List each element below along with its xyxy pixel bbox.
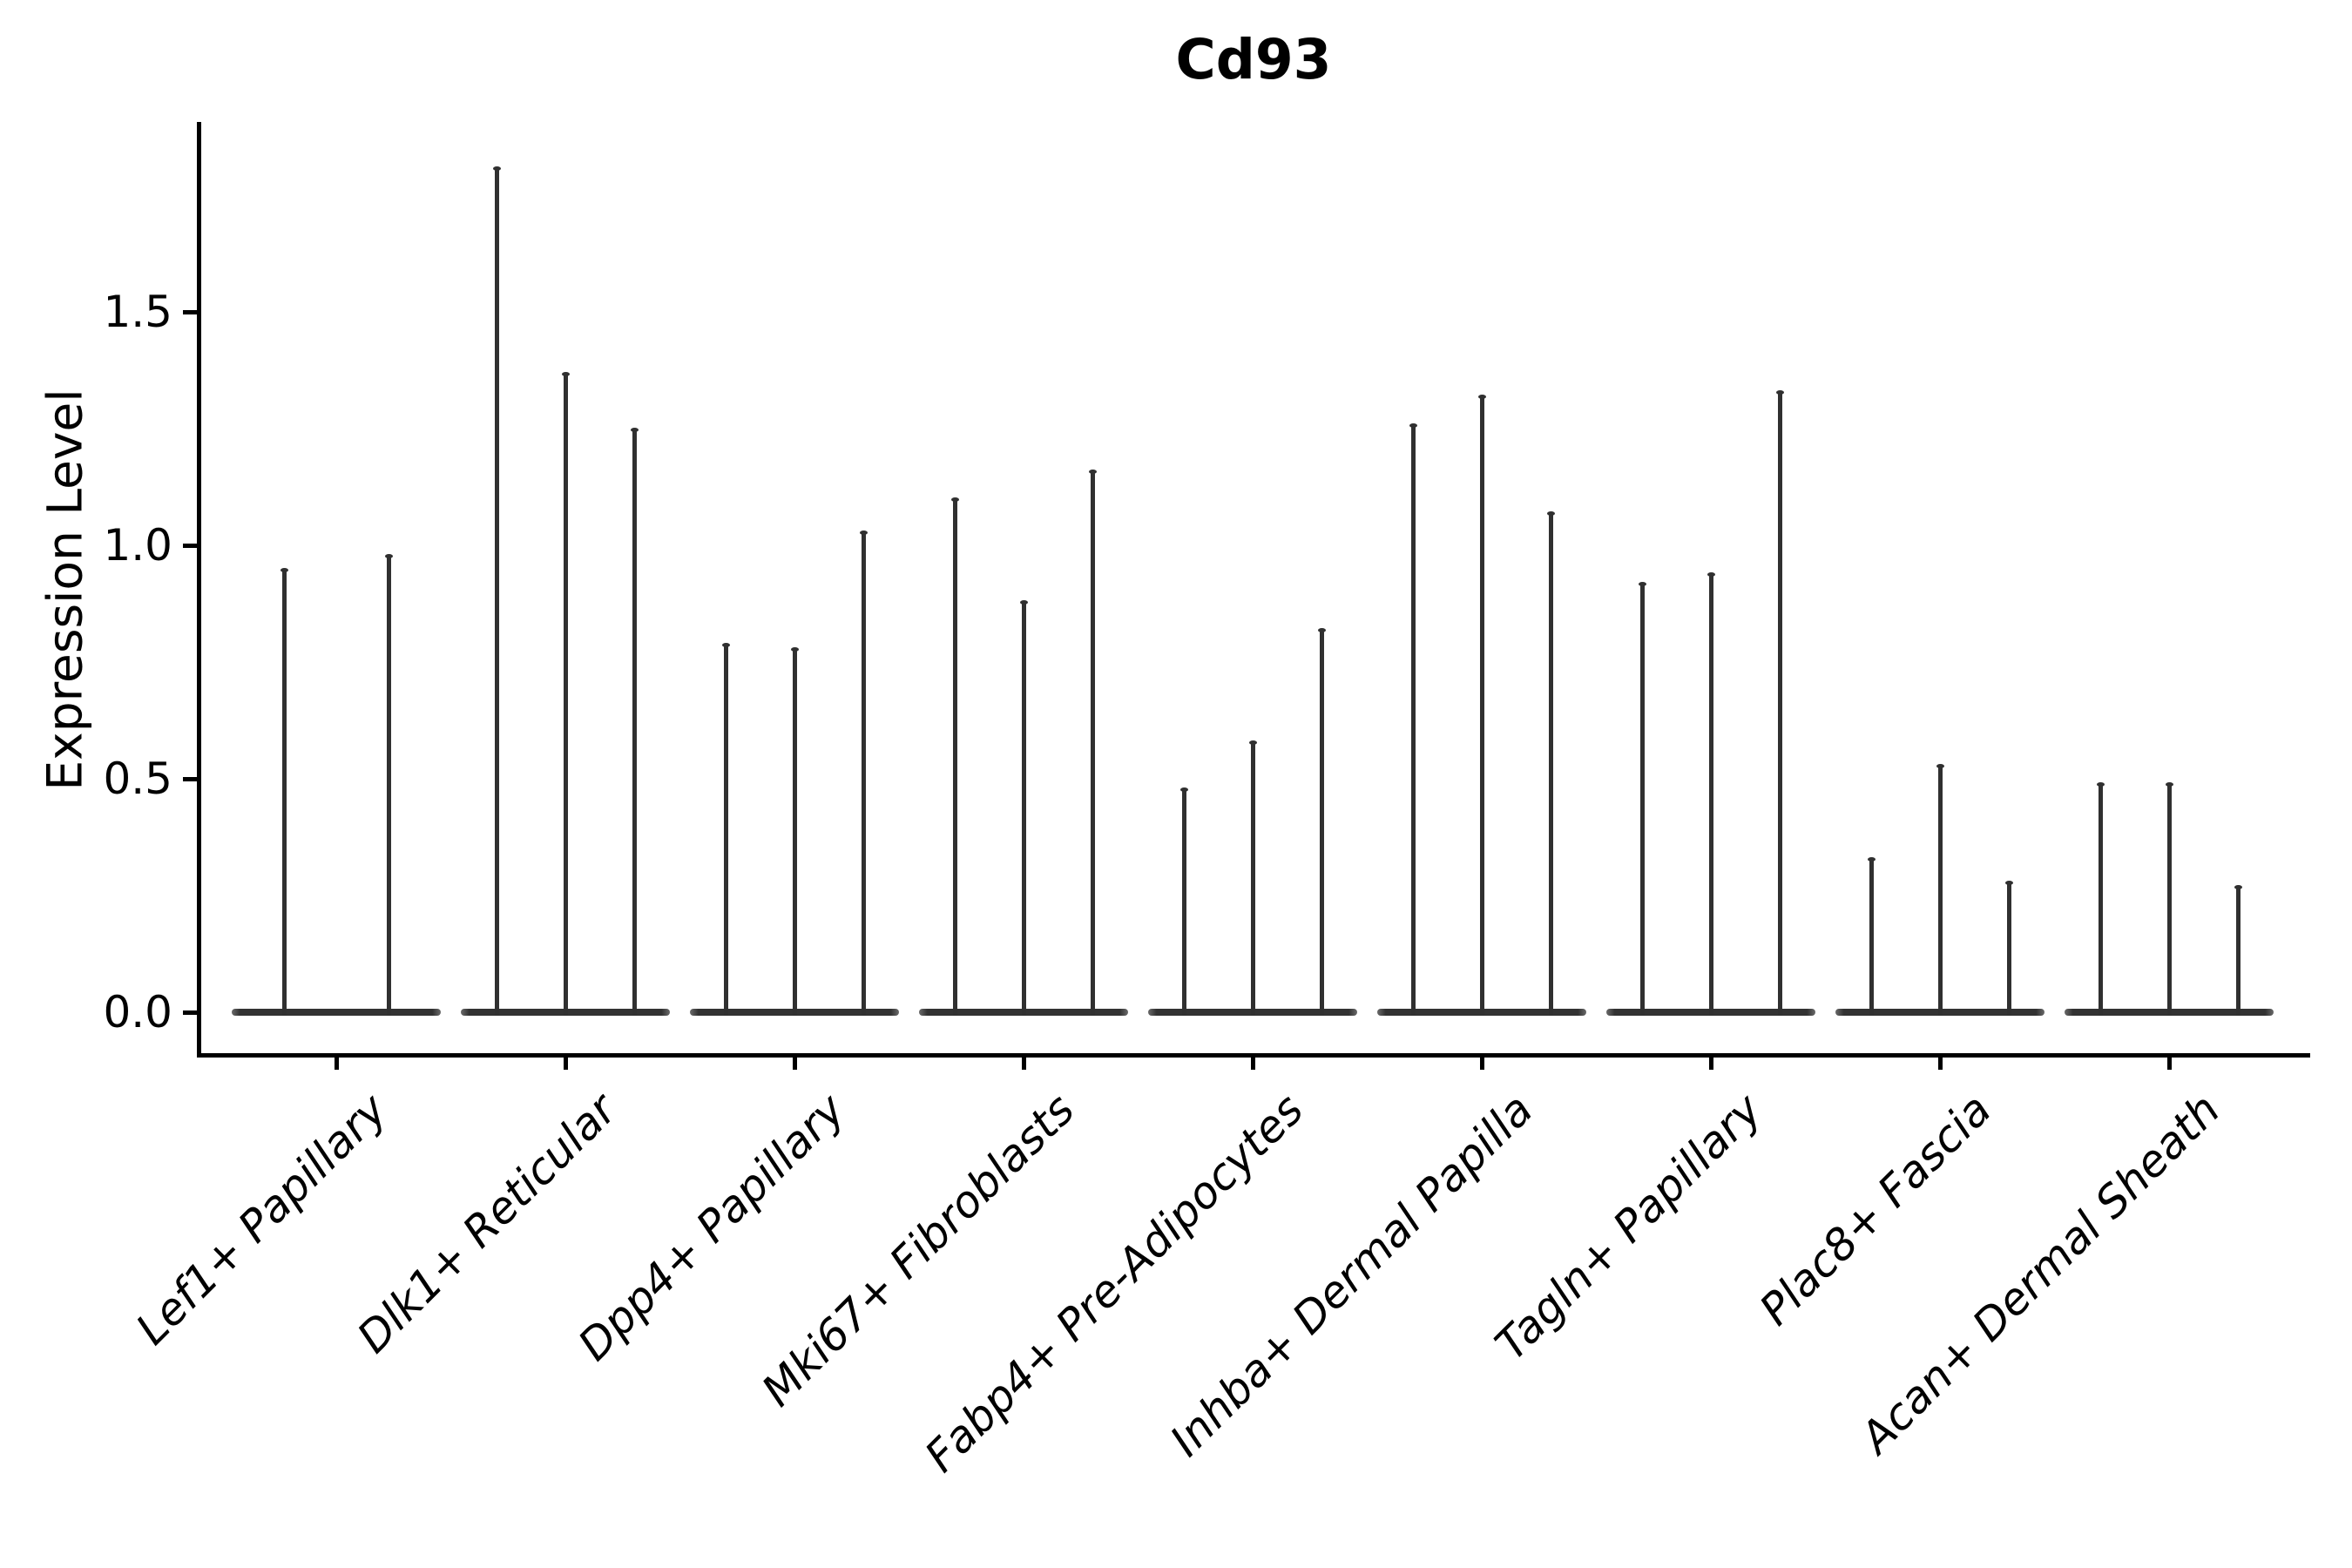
violin-spike-tip: [492, 166, 501, 171]
violin-spike-tip: [1775, 390, 1784, 395]
y-axis-label-container: Expression Level: [35, 122, 96, 1057]
x-tick-mark: [1021, 1056, 1026, 1070]
x-tick-mark: [563, 1056, 568, 1070]
violin-spike: [2006, 881, 2011, 1016]
violin-spike-tip: [1409, 422, 1417, 428]
violin-spike-tip: [1936, 763, 1944, 768]
violin-spike: [861, 531, 866, 1016]
violin-spike: [1021, 601, 1026, 1016]
violin-spike: [494, 166, 499, 1016]
violin-spike: [952, 498, 957, 1016]
violin-spike-tip: [790, 646, 799, 652]
violin-spike-tip: [1317, 628, 1326, 633]
violin-spike-tip: [2234, 885, 2242, 890]
violin-spike: [1548, 512, 1553, 1016]
x-category-label: Fabp4+ Pre-Adipocytes: [916, 1084, 1314, 1483]
violin-spike-tip: [1248, 740, 1257, 746]
violin-spike-tip: [950, 497, 959, 503]
violin-spike-tip: [561, 371, 570, 376]
y-tick-label: 0.5: [103, 754, 172, 804]
x-category-label: Plac8+ Fascia: [1749, 1084, 2001, 1335]
violin-spike-tip: [1088, 470, 1097, 475]
y-tick-label: 1.0: [103, 520, 172, 571]
x-tick-mark: [792, 1056, 797, 1070]
violin-spike: [2235, 886, 2240, 1016]
violin-spike: [723, 643, 728, 1016]
violin-spike: [2098, 783, 2103, 1016]
x-tick-mark: [1708, 1056, 1713, 1070]
violin-spike-tip: [1179, 787, 1188, 792]
y-tick-mark: [183, 1010, 198, 1015]
x-tick-mark: [2166, 1056, 2172, 1070]
x-tick-mark: [1250, 1056, 1255, 1070]
violin-spike-tip: [1477, 395, 1486, 400]
x-category-label: Lef1+ Papillary: [126, 1084, 397, 1355]
violin-spike: [2166, 783, 2172, 1016]
x-tick-mark: [1479, 1056, 1484, 1070]
violin-spike: [632, 429, 637, 1016]
violin-spike-tip: [280, 567, 288, 572]
y-tick-label: 0.0: [103, 987, 172, 1037]
violin-spike: [1869, 858, 1874, 1016]
violin-spike: [1090, 470, 1095, 1016]
violin-spike-tip: [1019, 600, 1028, 605]
violin-spike: [1777, 391, 1782, 1016]
violin-spike: [281, 568, 287, 1016]
violin-spike: [1639, 582, 1645, 1016]
violin-spike: [1937, 764, 1943, 1016]
y-axis-spine: [197, 122, 201, 1058]
violin-spike-tip: [384, 553, 393, 558]
violin-spike-tip: [2165, 782, 2173, 787]
x-tick-mark: [334, 1056, 339, 1070]
y-tick-mark: [183, 776, 198, 781]
violin-spike-tip: [859, 530, 868, 535]
violin-spike-tip: [1707, 572, 1715, 578]
violin-spike: [1181, 787, 1186, 1016]
violin-spike-tip: [1638, 581, 1646, 586]
y-tick-mark: [183, 543, 198, 548]
violin-spike: [1319, 629, 1324, 1016]
violin-spike-tip: [2096, 782, 2105, 787]
y-tick-mark: [183, 309, 198, 314]
violin-spike-tip: [1546, 511, 1555, 517]
y-tick-label: 1.5: [103, 287, 172, 337]
violin-spike: [792, 647, 797, 1016]
x-tick-mark: [1937, 1056, 1943, 1070]
violin-spike: [1708, 573, 1713, 1016]
violin-spike: [563, 372, 568, 1016]
violin-spike-tip: [630, 428, 639, 432]
x-axis-spine: [197, 1053, 2310, 1058]
violin-spike-tip: [2004, 880, 2013, 885]
violin-spike-tip: [721, 642, 730, 647]
chart-title: Cd93: [1175, 28, 1332, 91]
violin-spike: [1479, 395, 1484, 1016]
violin-spike-tip: [1867, 857, 1876, 862]
violin-spike: [1250, 741, 1255, 1016]
violin-spike: [386, 554, 391, 1016]
y-axis-label: Expression Level: [37, 388, 93, 791]
violin-spike: [1410, 423, 1416, 1016]
violin-zero-mass-strip: [232, 1009, 441, 1016]
